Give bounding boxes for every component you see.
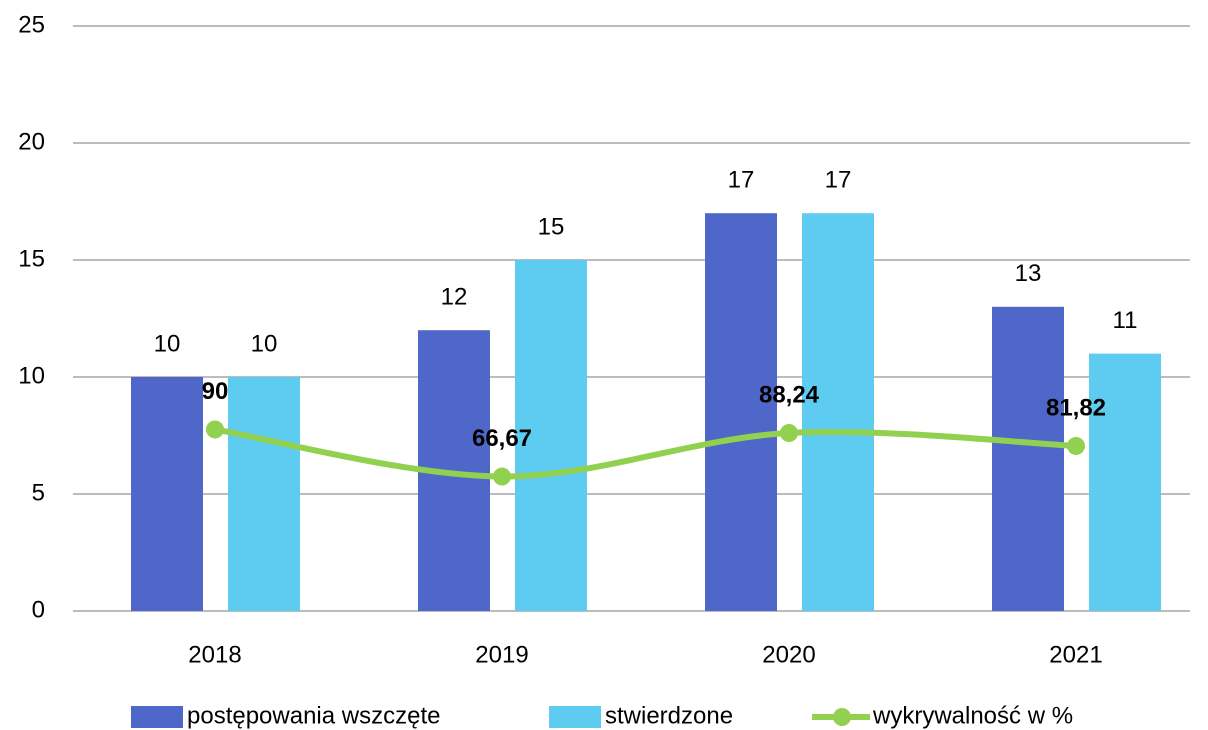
line-marker	[493, 467, 511, 486]
bar	[515, 260, 587, 611]
line-marker	[206, 420, 224, 439]
legend-label: stwierdzone	[605, 702, 733, 729]
bar-value-label: 12	[441, 284, 468, 311]
line-value-label: 88,24	[759, 381, 820, 408]
legend-swatch	[549, 706, 601, 728]
bar	[1089, 353, 1161, 611]
line-value-label: 66,67	[472, 425, 532, 452]
y-tick-label: 25	[18, 11, 45, 38]
y-tick-label: 20	[18, 128, 45, 155]
x-tick-label: 2018	[188, 641, 241, 668]
bar-value-label: 11	[1113, 307, 1138, 334]
x-tick-label: 2021	[1049, 641, 1102, 668]
bar	[228, 377, 300, 611]
legend-marker	[833, 708, 851, 726]
bar	[131, 377, 203, 611]
bar	[802, 213, 874, 611]
bar-value-label: 17	[825, 167, 852, 194]
line-marker	[780, 423, 798, 442]
legend-swatch	[131, 706, 183, 728]
bar	[705, 213, 777, 611]
bar-value-label: 15	[538, 213, 565, 240]
legend-label: postępowania wszczęte	[187, 702, 440, 729]
y-tick-label: 10	[18, 362, 45, 389]
bar	[992, 306, 1064, 611]
bar-value-label: 17	[728, 167, 755, 194]
y-tick-label: 15	[18, 245, 45, 272]
legend-label: wykrywalność w %	[872, 702, 1073, 729]
y-tick-label: 0	[32, 596, 45, 623]
bar-value-label: 10	[251, 330, 278, 357]
bar-value-label: 10	[154, 330, 181, 357]
line-value-label: 90	[202, 378, 229, 405]
x-tick-label: 2020	[762, 641, 815, 668]
line-marker	[1067, 436, 1085, 455]
bar-value-label: 13	[1015, 260, 1042, 287]
line	[212, 426, 1079, 480]
line-value-label: 81,82	[1046, 394, 1106, 421]
y-tick-label: 5	[32, 479, 45, 506]
x-tick-label: 2019	[475, 641, 528, 668]
